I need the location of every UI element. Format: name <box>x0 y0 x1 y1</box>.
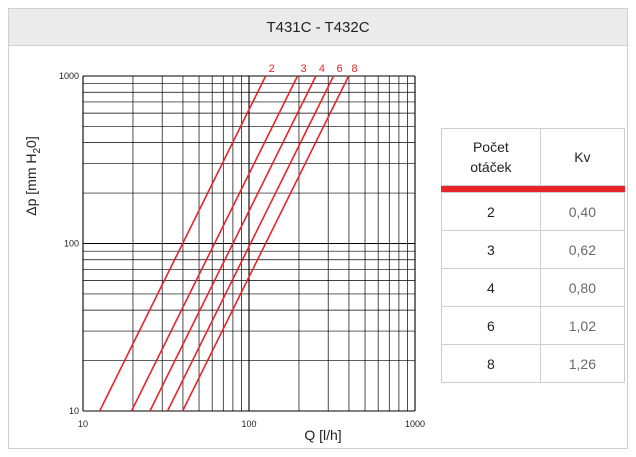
curve-label-3: 3 <box>300 63 306 75</box>
table-row: 4 0,80 <box>441 268 626 307</box>
table-row: 3 0,62 <box>441 230 626 269</box>
table-row: 6 1,02 <box>441 306 626 345</box>
chart-title: T431C - T432C <box>9 9 627 46</box>
kv-cell: 1,02 <box>539 306 626 345</box>
curve-speed-6 <box>166 75 335 412</box>
table-row: 8 1,26 <box>441 344 626 383</box>
curve-speed-4 <box>149 75 317 412</box>
speed-cell: 2 <box>441 192 541 231</box>
speed-cell: 4 <box>441 268 541 307</box>
kv-table: Počet otáček Kv 2 0,40 3 0,62 4 0,80 6 1… <box>441 128 626 383</box>
kv-cell: 1,26 <box>539 344 626 383</box>
y-tick-label: 1000 <box>59 71 79 81</box>
curve-speed-8 <box>181 75 350 412</box>
table-row: 2 0,40 <box>441 192 626 231</box>
x-axis-label: Q [l/h] <box>304 427 341 443</box>
x-tick-label: 100 <box>241 419 256 429</box>
table-header-kv: Kv <box>539 128 626 186</box>
curve-speed-2 <box>98 75 267 412</box>
y-tick-label: 10 <box>69 406 79 416</box>
kv-cell: 0,80 <box>539 268 626 307</box>
kv-cell: 0,40 <box>539 192 626 231</box>
table-header-accent <box>441 185 626 193</box>
table-header-speed: Počet otáček <box>441 128 541 186</box>
curve-speed-3 <box>130 75 299 412</box>
curve-label-6: 6 <box>336 63 342 75</box>
y-axis-label: Δp [mm H20] <box>23 136 43 216</box>
speed-cell: 6 <box>441 306 541 345</box>
curve-label-2: 2 <box>269 63 275 75</box>
x-tick-label: 10 <box>78 419 88 429</box>
speed-cell: 3 <box>441 230 541 269</box>
kv-cell: 0,62 <box>539 230 626 269</box>
y-tick-label: 100 <box>64 239 79 249</box>
x-tick-label: 1000 <box>405 419 425 429</box>
curve-label-4: 4 <box>319 63 325 75</box>
speed-cell: 8 <box>441 344 541 383</box>
curve-label-8: 8 <box>352 63 358 75</box>
